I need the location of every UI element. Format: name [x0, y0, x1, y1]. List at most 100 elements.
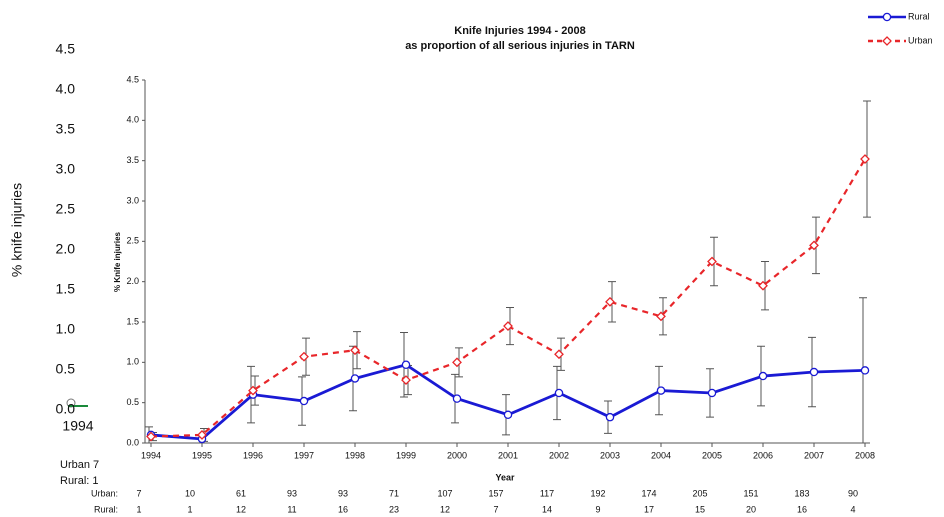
x-tick-label: 2003 [600, 450, 620, 460]
count-value: 90 [848, 488, 858, 498]
y-tick-label: 3.5 [126, 155, 139, 165]
x-tick-label: 2004 [651, 450, 671, 460]
y-tick-label: 3.0 [126, 195, 139, 205]
count-value: 14 [542, 504, 552, 514]
marker [503, 321, 513, 331]
count-value: 157 [488, 488, 503, 498]
overlay-y-tick-label: 0.5 [56, 361, 76, 377]
x-tick-label: 1999 [396, 450, 416, 460]
x-tick-label: 1997 [294, 450, 314, 460]
chart-subtitle: as proportion of all serious injuries in… [405, 40, 635, 52]
marker [605, 296, 615, 307]
overlay-y-tick-label: 2.0 [56, 241, 76, 257]
chart-title: Knife Injuries 1994 - 2008 [454, 25, 585, 37]
marker [452, 394, 462, 403]
x-tick-label: 2002 [549, 450, 569, 460]
count-value: 183 [794, 488, 809, 498]
x-tick-label: 2005 [702, 450, 722, 460]
y-tick-label: 2.0 [126, 276, 139, 286]
marker [554, 388, 564, 398]
x-tick-label: 2007 [804, 450, 824, 460]
count-value: 71 [389, 488, 399, 498]
overlay-y-tick-label: 1.0 [56, 321, 76, 337]
marker [809, 240, 819, 251]
y-tick-label: 1.5 [126, 316, 139, 326]
count-value: 9 [595, 504, 600, 514]
marker [758, 371, 768, 381]
count-value: 23 [389, 504, 399, 514]
y-tick-label: 2.5 [126, 236, 139, 246]
marker [197, 430, 207, 440]
marker [758, 280, 768, 291]
marker [809, 367, 819, 377]
y-tick-label: 4.5 [126, 74, 139, 84]
marker [503, 410, 513, 420]
marker [248, 385, 258, 396]
marker [860, 366, 870, 375]
overlay-note: Urban 7 [60, 459, 99, 471]
count-value: 192 [590, 488, 605, 498]
y-tick-label: 1.0 [126, 357, 139, 367]
count-label: Urban: [91, 488, 118, 498]
overlay-y-tick-label: 0.0 [56, 401, 76, 417]
y-tick-label: 0.0 [126, 437, 139, 447]
count-value: 1 [187, 504, 192, 514]
count-value: 1 [136, 504, 141, 514]
count-value: 10 [185, 488, 195, 498]
marker [554, 349, 564, 360]
count-value: 15 [695, 504, 705, 514]
count-label: Rural: [94, 504, 118, 514]
marker [350, 345, 360, 356]
x-tick-label: 2008 [855, 450, 875, 460]
marker [605, 412, 615, 422]
count-value: 117 [540, 488, 554, 498]
overlay-note: Rural: 1 [60, 475, 99, 487]
y-tick-label: 4.0 [126, 115, 139, 125]
x-axis-label: Year [495, 472, 515, 482]
legend-label: Urban [908, 35, 933, 45]
marker [656, 386, 666, 395]
marker [146, 431, 156, 442]
count-value: 20 [746, 504, 756, 514]
overlay-y-tick-label: 4.0 [56, 81, 76, 97]
x-tick-label: 1994 [141, 450, 161, 460]
count-value: 61 [236, 488, 246, 498]
marker [299, 351, 309, 362]
marker [452, 357, 462, 368]
count-value: 16 [338, 504, 348, 514]
x-tick-label: 2000 [447, 450, 467, 460]
y-axis-label: % Knife injuries [113, 231, 122, 292]
y-tick-label: 0.5 [126, 397, 139, 407]
marker [707, 256, 717, 267]
x-tick-label: 1996 [243, 450, 263, 460]
overlay-y-tick-label: 2.5 [56, 201, 76, 217]
x-tick-label: 2001 [498, 450, 518, 460]
x-tick-label: 1998 [345, 450, 365, 460]
count-value: 16 [797, 504, 807, 514]
marker [656, 311, 666, 322]
overlay-x-label: 1994 [62, 418, 93, 434]
marker [401, 375, 411, 385]
marker [882, 12, 892, 22]
x-tick-label: 1995 [192, 450, 212, 460]
overlay-y-label: % knife injuries [9, 183, 25, 277]
overlay-y-tick-label: 4.5 [56, 41, 76, 57]
count-value: 12 [440, 504, 450, 514]
count-value: 17 [644, 504, 654, 514]
count-value: 12 [236, 504, 246, 514]
count-value: 174 [641, 488, 656, 498]
count-value: 4 [850, 504, 855, 514]
count-value: 205 [692, 488, 707, 498]
legend-label: Rural [908, 11, 930, 21]
count-value: 107 [437, 488, 452, 498]
count-value: 7 [136, 488, 141, 498]
overlay-y-tick-label: 1.5 [56, 281, 76, 297]
count-value: 151 [743, 488, 758, 498]
marker [860, 154, 870, 164]
count-value: 7 [493, 504, 498, 514]
marker [707, 388, 717, 398]
marker [299, 396, 309, 406]
count-value: 11 [287, 504, 296, 514]
count-value: 93 [287, 488, 297, 498]
